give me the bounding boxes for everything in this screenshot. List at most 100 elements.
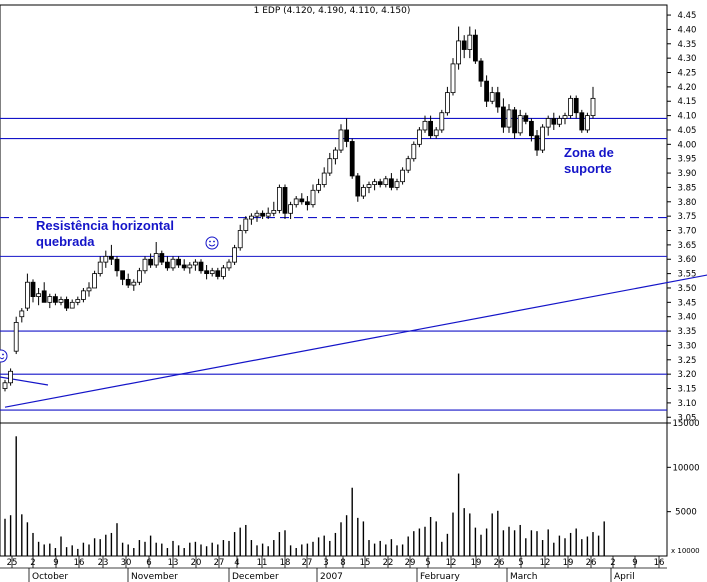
candle-up <box>153 253 159 266</box>
day-tick-label: 8 <box>340 558 345 568</box>
candle-up <box>131 281 137 286</box>
day-tick-label: 22 <box>383 558 394 568</box>
month-label: 2007 <box>320 572 343 582</box>
price-tick-label: 3.70 <box>678 227 697 237</box>
price-tick-label: 4.15 <box>678 97 697 107</box>
candle-down <box>461 40 467 50</box>
candle-up <box>271 210 277 214</box>
candle-down <box>523 115 529 122</box>
candle-up <box>383 178 389 185</box>
candle-up <box>540 126 545 151</box>
candle-down <box>148 258 154 266</box>
price-panel-frame <box>0 4 668 424</box>
month-label: April <box>614 572 635 582</box>
annotation-resistance-line1: Resistência horizontal <box>36 218 174 233</box>
trendline <box>4 274 707 408</box>
candle-up <box>276 187 282 211</box>
price-tick-label: 3.55 <box>678 270 697 280</box>
price-tick-label: 3.05 <box>678 413 697 423</box>
month-label: December <box>232 572 279 582</box>
candle-up <box>81 290 86 300</box>
candle-up <box>327 158 333 174</box>
price-tick-label: 4.10 <box>678 112 697 122</box>
candle-up <box>545 118 551 128</box>
candle-up <box>92 273 97 289</box>
candle-down <box>53 296 58 303</box>
candle-up <box>450 63 456 94</box>
candle-up <box>103 255 109 263</box>
candle-up <box>58 299 64 303</box>
annotation-support-line1: Zona de <box>564 145 614 160</box>
price-tick-label: 4.30 <box>678 54 697 64</box>
day-tick-label: 4 <box>234 558 239 568</box>
candle-up <box>590 97 596 117</box>
volume-tick-label: 5000 <box>675 508 697 518</box>
price-tick-label: 3.80 <box>678 198 697 208</box>
candle-up <box>506 109 512 128</box>
candle-down <box>198 261 204 272</box>
price-tick-label: 3.65 <box>678 241 697 251</box>
candle-up <box>136 270 142 283</box>
candle-down <box>428 120 434 137</box>
candle-down <box>64 299 69 309</box>
candle-down <box>125 278 131 286</box>
day-tick-label: 23 <box>98 558 109 568</box>
candle-up <box>13 322 19 352</box>
candle-up <box>411 143 417 160</box>
price-tick-label: 3.35 <box>678 327 697 337</box>
month-label: October <box>32 572 68 582</box>
candle-up <box>400 169 406 183</box>
candle-up <box>2 382 8 389</box>
day-tick-label: 26 <box>494 558 505 568</box>
candle-up <box>288 204 294 214</box>
price-tick-label: 4.05 <box>678 126 697 136</box>
day-tick-label: 9 <box>53 558 58 568</box>
day-tick-label: 16 <box>654 558 665 568</box>
candle-up <box>209 270 215 275</box>
month-label: February <box>420 572 461 582</box>
candle-up <box>226 261 232 269</box>
annotation-support-line2: suporte <box>564 161 612 176</box>
day-tick-label: 18 <box>280 558 291 568</box>
price-tick-label: 4.35 <box>678 40 697 50</box>
candle-up <box>394 181 400 188</box>
price-tick-label: 4.25 <box>678 69 697 79</box>
candle-down <box>344 129 350 142</box>
day-tick-label: 26 <box>586 558 597 568</box>
day-tick-label: 9 <box>632 558 637 568</box>
candle-down <box>579 112 585 131</box>
price-tick-label: 3.85 <box>678 183 697 193</box>
candle-down <box>388 178 394 188</box>
candle-down <box>512 109 517 134</box>
candle-down <box>484 80 490 102</box>
candle-up <box>467 34 473 50</box>
candle-up <box>439 112 445 131</box>
volume-tick-label: 10000 <box>672 463 699 473</box>
day-tick-label: 6 <box>146 558 151 568</box>
price-tick-label: 3.50 <box>678 284 697 294</box>
candle-up <box>444 92 450 114</box>
candle-down <box>176 258 182 266</box>
candle-down <box>109 255 114 260</box>
smiley-icon <box>205 236 219 250</box>
candle-up <box>338 129 344 151</box>
day-tick-label: 5 <box>425 558 430 568</box>
candle-up <box>517 115 523 134</box>
candle-down <box>500 106 506 128</box>
day-tick-label: 2 <box>30 558 35 568</box>
volume-panel-frame <box>0 422 668 557</box>
candle-up <box>416 129 422 145</box>
candle-down <box>534 135 540 151</box>
candle-up <box>47 296 53 303</box>
candle-up <box>265 212 271 217</box>
price-tick-label: 4.45 <box>678 11 697 21</box>
candle-up <box>232 247 238 263</box>
candle-up <box>192 261 198 266</box>
candle-up <box>36 293 41 297</box>
candle-down <box>164 261 170 269</box>
x-axis: 25 2 9 16 23 30 6 13 20 27 4 11 18 27 3 8 15 22 29 5 12 19 26 5… <box>0 556 667 582</box>
candle-up <box>187 264 193 269</box>
price-tick-label: 3.75 <box>678 212 697 222</box>
candle-down <box>299 198 305 203</box>
candle-up <box>254 212 260 217</box>
